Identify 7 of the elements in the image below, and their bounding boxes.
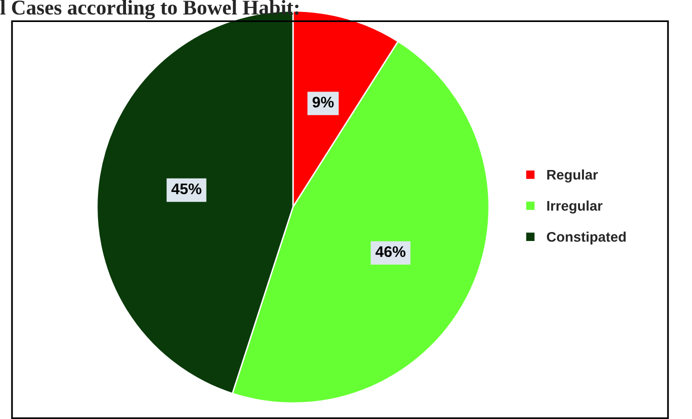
data-label: 45% — [171, 183, 202, 194]
legend-label: Regular — [547, 169, 598, 182]
data-label: 46% — [376, 246, 406, 258]
chart-title: l Cases according to Bowel Habit: — [0, 0, 298, 20]
data-label: 9% — [312, 96, 334, 108]
legend-label: Constipated — [546, 232, 626, 245]
legend-label: Irregular — [547, 200, 602, 214]
